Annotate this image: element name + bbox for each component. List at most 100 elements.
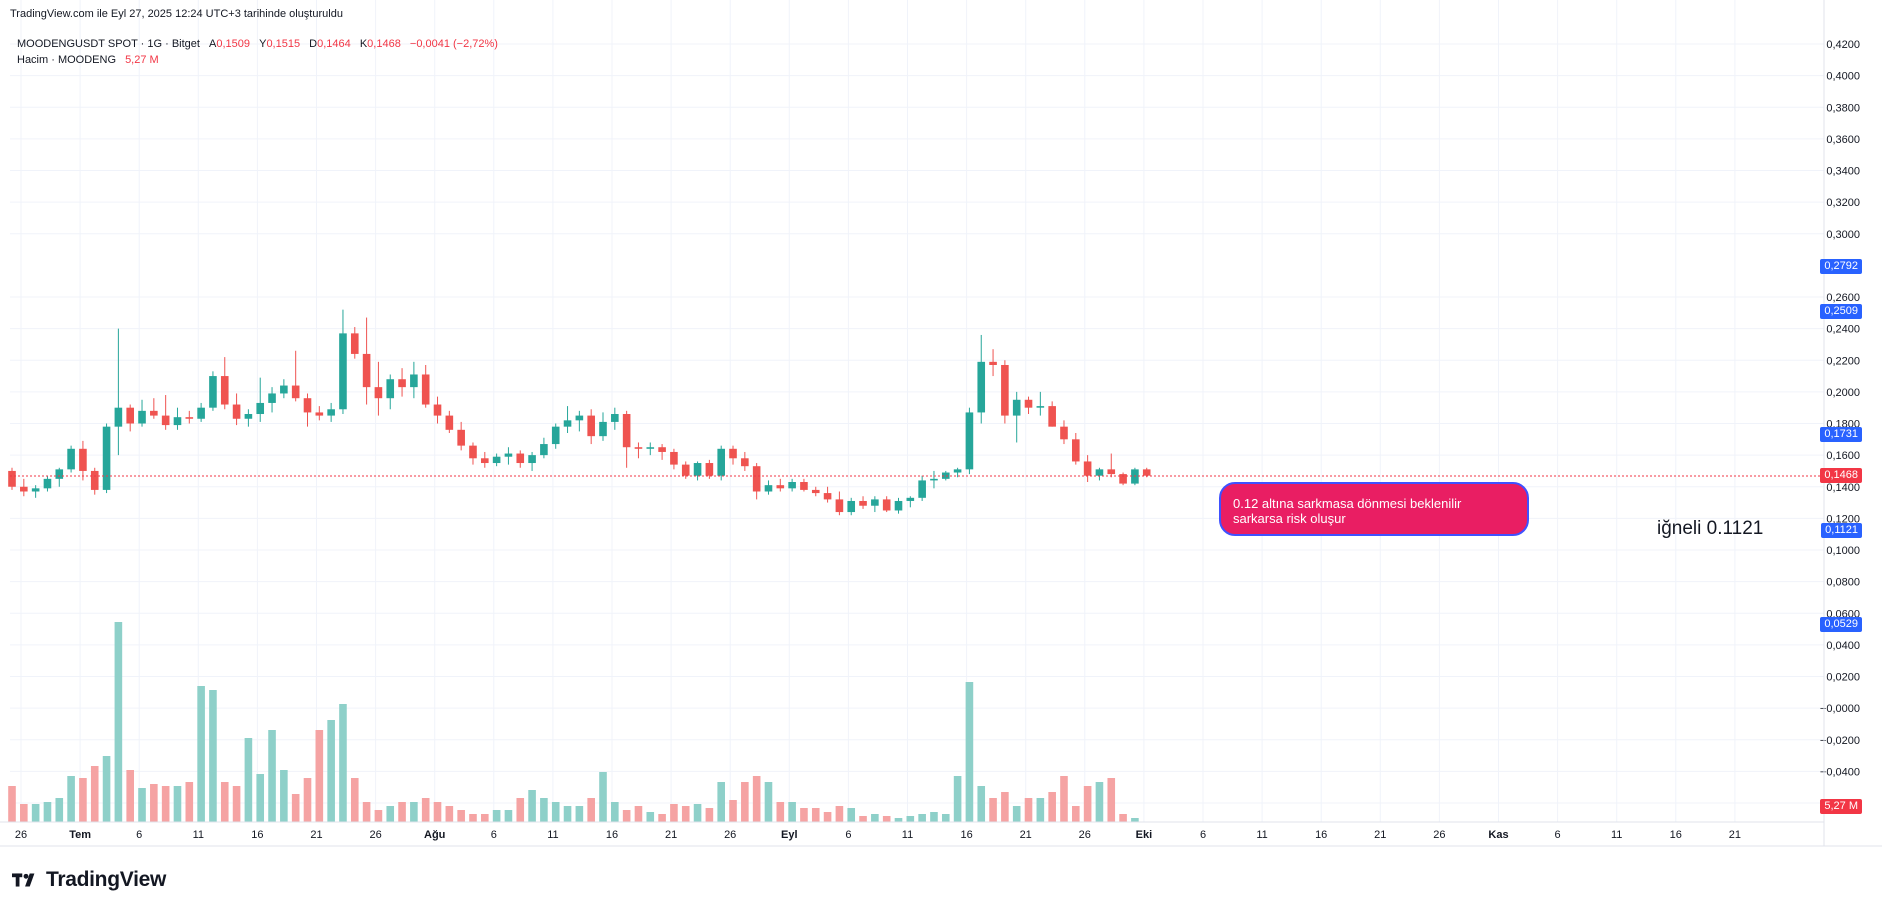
time-tick-label: 16: [1315, 829, 1327, 841]
candle-body: [481, 458, 489, 464]
volume-bar: [280, 770, 288, 822]
candle-body: [918, 480, 926, 498]
volume-bar: [634, 806, 643, 822]
time-tick-label: 26: [369, 829, 381, 841]
time-tick-label: 6: [491, 829, 497, 841]
volume-bar: [161, 786, 170, 822]
price-tick-label: 0,3600: [1826, 134, 1860, 146]
candle-body: [31, 488, 40, 492]
high-value: 0,1515: [266, 38, 301, 50]
volume-row: Hacim · MOODENG 5,27 M: [17, 52, 498, 68]
volume-bar: [646, 812, 655, 822]
candle-body: [930, 478, 938, 481]
candle-body: [871, 499, 879, 506]
candle-body: [280, 385, 288, 394]
high-label: Y: [259, 38, 267, 50]
candle-body: [1142, 469, 1151, 476]
time-tick-label: 16: [960, 829, 972, 841]
volume-bar: [114, 622, 123, 822]
candle-body: [102, 426, 111, 490]
time-tick-label: Ağu: [424, 829, 445, 841]
candle-body: [43, 478, 52, 489]
price-tick-label: 0,0400: [1826, 640, 1860, 652]
annotation-callout[interactable]: 0.12 altına sarkmasa dönmesi beklenilir …: [1219, 482, 1529, 536]
volume-bar: [670, 804, 678, 822]
volume-bar: [1036, 798, 1045, 822]
volume-bar: [126, 770, 134, 822]
volume-bar: [528, 790, 536, 822]
volume-bar: [445, 806, 454, 822]
time-tick-label: 21: [1729, 829, 1741, 841]
price-tick-label: −0,0400: [1820, 766, 1860, 778]
volume-label[interactable]: Hacim · MOODENG: [17, 54, 116, 66]
volume-bar: [741, 782, 749, 822]
candle-body: [646, 447, 655, 449]
volume-bar: [823, 812, 832, 822]
candle-body: [693, 463, 702, 476]
volume-bar: [941, 814, 950, 822]
volume-bar: [433, 802, 442, 822]
price-tick-label: 0,2600: [1826, 292, 1860, 304]
price-tick-label: 0,1000: [1826, 545, 1860, 557]
volume-bar: [1048, 792, 1056, 822]
time-tick-label: 21: [1020, 829, 1032, 841]
annotation-line-2: sarkarsa risk oluşur: [1233, 511, 1346, 526]
candle-body: [953, 469, 962, 473]
price-badge: 0,2509: [1820, 303, 1862, 319]
candle-body: [752, 466, 761, 492]
candles: [8, 309, 1151, 516]
volume-bar: [20, 804, 28, 822]
candle-body: [114, 407, 123, 427]
symbol-label[interactable]: MOODENGUSDT SPOT · 1G · Bitget: [17, 38, 200, 50]
candle-body: [421, 374, 430, 405]
volume-bar: [398, 802, 406, 822]
volume-bar: [327, 720, 335, 822]
change-value: −0,0041 (−2,72%): [409, 38, 498, 50]
time-tick-label: 6: [1555, 829, 1561, 841]
price-tick-label: 0,2200: [1826, 355, 1860, 367]
candle-body: [350, 333, 359, 354]
volume-bar: [303, 778, 312, 822]
volume-bar: [150, 784, 158, 822]
volume-bar: [55, 798, 64, 822]
price-tick-label: 0,1600: [1826, 450, 1860, 462]
volume-bar: [67, 776, 75, 822]
candle-body: [563, 420, 572, 427]
candle-body: [634, 447, 643, 449]
time-tick-label: 11: [902, 829, 913, 841]
volume-bar: [386, 806, 395, 822]
volume-bar: [894, 818, 903, 822]
candle-body: [835, 499, 844, 513]
volume-bar: [374, 810, 383, 822]
candle-body: [161, 415, 170, 426]
candle-body: [150, 410, 158, 416]
candle-body: [811, 489, 820, 494]
candle-body: [1012, 399, 1021, 416]
volume-bar: [421, 798, 430, 822]
volume-bar: [1072, 806, 1080, 822]
volume-bar: [185, 782, 194, 822]
price-badge: 0,2792: [1820, 259, 1862, 275]
candle-body: [398, 379, 406, 388]
time-tick-label: 26: [1079, 829, 1091, 841]
side-note-text[interactable]: iğneli 0.1121: [1657, 518, 1764, 539]
candle-body: [741, 458, 749, 467]
volume-bar: [847, 808, 856, 822]
volume-bar: [989, 798, 997, 822]
close-value: 0,1468: [367, 38, 401, 50]
open-label: A: [209, 38, 217, 50]
volume-bar: [350, 778, 359, 822]
candle-body: [599, 421, 607, 437]
open-value: 0,1509: [216, 38, 251, 50]
volume-bar: [953, 776, 962, 822]
volume-bar: [232, 786, 241, 822]
tradingview-logo[interactable]: TradingView: [12, 868, 166, 892]
volume-bar: [575, 806, 584, 822]
time-tick-label: 21: [310, 829, 322, 841]
volume-bar: [930, 812, 938, 822]
volume-bar: [1060, 776, 1068, 822]
time-tick-label: 6: [1200, 829, 1206, 841]
candle-body: [303, 398, 312, 413]
volume-bar: [138, 788, 146, 822]
